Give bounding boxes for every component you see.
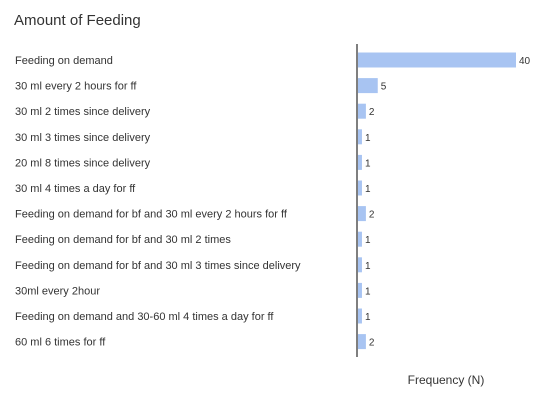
value-label: 2	[369, 107, 375, 118]
value-label: 40	[519, 56, 531, 67]
category-label: Feeding on demand	[15, 55, 113, 67]
value-label: 1	[365, 312, 371, 323]
value-label: 1	[365, 158, 371, 169]
category-label: 30 ml 3 times since delivery	[15, 132, 151, 144]
bar	[358, 231, 362, 247]
value-label: 1	[365, 235, 371, 246]
category-label: 60 ml 6 times for ff	[15, 337, 106, 349]
category-label: 30 ml 4 times a day for ff	[15, 183, 136, 195]
bar	[358, 282, 362, 298]
bar	[358, 334, 366, 350]
value-label: 1	[365, 133, 371, 144]
category-label: 30 ml every 2 hours for ff	[15, 81, 137, 93]
chart-title: Amount of Feeding	[14, 12, 141, 29]
bar	[358, 52, 516, 68]
value-labels: 40 5 2 1 1 1 2 1 1 1 1 2	[365, 56, 531, 349]
value-label: 2	[369, 338, 375, 349]
value-label: 5	[381, 82, 387, 93]
x-axis-title: Frequency (N)	[408, 373, 485, 387]
bar	[358, 154, 362, 170]
category-label: 30 ml 2 times since delivery	[15, 106, 151, 118]
value-label: 2	[369, 210, 375, 221]
bars	[358, 52, 516, 350]
bar	[358, 257, 362, 273]
value-label: 1	[365, 184, 371, 195]
category-label: 20 ml 8 times since delivery	[15, 157, 151, 169]
bar	[358, 78, 378, 94]
category-label: 30ml every 2hour	[15, 285, 100, 297]
bar	[358, 129, 362, 145]
category-label: Feeding on demand for bf and 30 ml 3 tim…	[15, 260, 301, 272]
bar	[358, 206, 366, 222]
value-label: 1	[365, 261, 371, 272]
value-label: 1	[365, 286, 371, 297]
category-label: Feeding on demand and 30-60 ml 4 times a…	[15, 311, 274, 323]
category-labels: Feeding on demand 30 ml every 2 hours for…	[15, 55, 301, 349]
bar	[358, 103, 366, 119]
category-label: Feeding on demand for bf and 30 ml 2 tim…	[15, 234, 231, 246]
category-label: Feeding on demand for bf and 30 ml every…	[15, 209, 288, 221]
bar	[358, 308, 362, 324]
bar	[358, 180, 362, 196]
